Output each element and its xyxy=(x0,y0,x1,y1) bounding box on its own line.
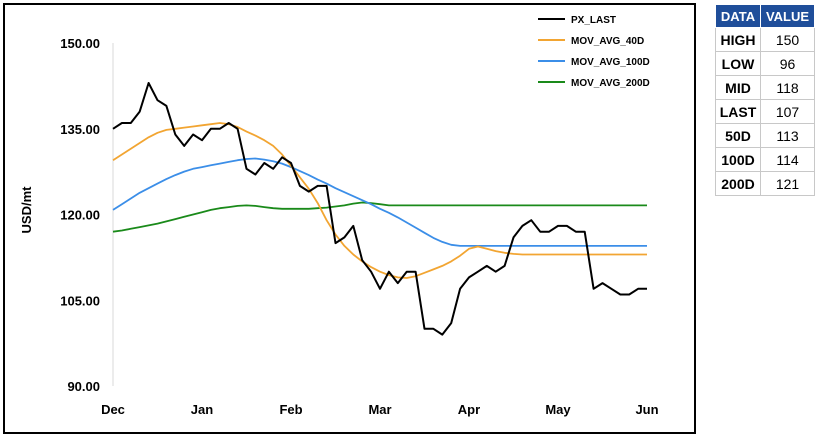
stats-header-data: DATA xyxy=(715,4,761,28)
stats-row: HIGH 150 xyxy=(715,27,815,52)
legend-label: PX_LAST xyxy=(571,15,616,26)
stats-row: 100D 114 xyxy=(715,147,815,172)
y-tick-label: 105.00 xyxy=(60,293,100,308)
stats-key: LOW xyxy=(715,51,761,76)
series-line-mov-avg-100d xyxy=(112,157,647,247)
stats-value: 96 xyxy=(760,51,815,76)
stats-row: 200D 121 xyxy=(715,171,815,196)
y-tick-label: 90.00 xyxy=(67,379,100,394)
x-tick-label: Jun xyxy=(635,402,658,417)
stats-header-row: DATA VALUE xyxy=(715,4,815,28)
stats-value: 150 xyxy=(760,27,815,52)
stats-key: 50D xyxy=(715,123,761,148)
stats-key: HIGH xyxy=(715,27,761,52)
series-lines xyxy=(112,82,647,336)
stats-key: 200D xyxy=(715,171,761,196)
line-chart: USD/mt 90.00 105.00 120.00 135.00 150.00 Dec… xyxy=(19,15,659,417)
series-line-mov-avg-200d xyxy=(112,201,647,233)
legend-label: MOV_AVG_200D xyxy=(571,78,650,89)
legend: PX_LAST MOV_AVG_40D MOV_AVG_100D MOV_AVG_20… xyxy=(538,15,650,89)
legend-label: MOV_AVG_40D xyxy=(571,36,644,47)
stats-value: 121 xyxy=(760,171,815,196)
x-tick-label: Apr xyxy=(458,402,480,417)
series-line-mov-avg-40d xyxy=(112,122,647,279)
y-tick-label: 135.00 xyxy=(60,122,100,137)
stats-value: 107 xyxy=(760,99,815,124)
legend-label: MOV_AVG_100D xyxy=(571,57,650,68)
stats-value: 113 xyxy=(760,123,815,148)
stats-key: LAST xyxy=(715,99,761,124)
y-tick-label: 120.00 xyxy=(60,208,100,223)
stats-key: 100D xyxy=(715,147,761,172)
x-tick-label: Mar xyxy=(368,402,391,417)
series-line-px-last xyxy=(112,82,647,336)
chart-frame: USD/mt 90.00 105.00 120.00 135.00 150.00 Dec… xyxy=(3,3,696,434)
stats-table: DATA VALUE HIGH 150 LOW 96 MID 118 LAST … xyxy=(715,4,815,196)
x-tick-label: Feb xyxy=(279,402,302,417)
x-axis-ticks: Dec Jan Feb Mar Apr May Jun xyxy=(101,402,659,417)
stats-row: MID 118 xyxy=(715,75,815,100)
stats-value: 114 xyxy=(760,147,815,172)
stats-row: LAST 107 xyxy=(715,99,815,124)
stats-header-value: VALUE xyxy=(760,4,815,28)
stats-row: 50D 113 xyxy=(715,123,815,148)
x-tick-label: Dec xyxy=(101,402,125,417)
x-tick-label: Jan xyxy=(191,402,213,417)
y-axis-label: USD/mt xyxy=(19,186,34,234)
y-axis-ticks: 90.00 105.00 120.00 135.00 150.00 xyxy=(60,36,114,394)
stats-value: 118 xyxy=(760,75,815,100)
y-tick-label: 150.00 xyxy=(60,36,100,51)
x-tick-label: May xyxy=(545,402,571,417)
stats-key: MID xyxy=(715,75,761,100)
stats-row: LOW 96 xyxy=(715,51,815,76)
